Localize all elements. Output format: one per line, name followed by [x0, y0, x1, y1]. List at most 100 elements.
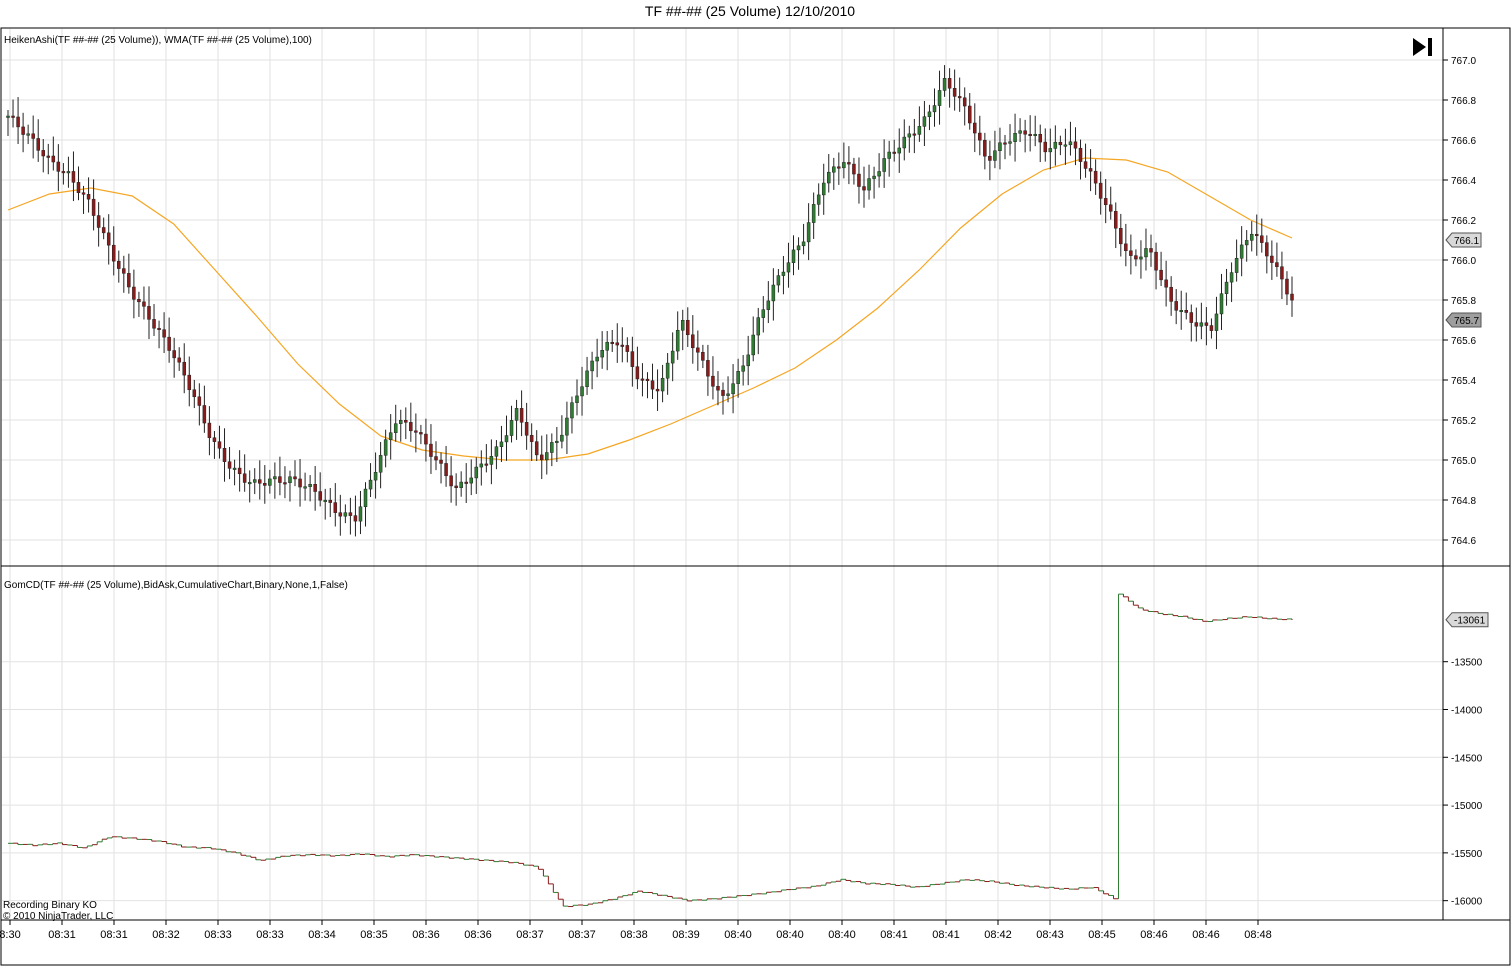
- candle-body: [16, 116, 20, 128]
- candle-body: [998, 142, 1002, 152]
- candle-body: [414, 430, 418, 433]
- candle-body: [766, 300, 771, 310]
- candle-body: [1239, 244, 1244, 259]
- time-tick-label: 08:31: [100, 929, 128, 941]
- cd-last-flag-shape: [1445, 612, 1489, 628]
- candle-body: [1154, 251, 1158, 271]
- candle-body: [580, 386, 584, 397]
- candle-body: [308, 484, 312, 487]
- candle-body: [353, 515, 358, 522]
- candles: [6, 65, 1294, 537]
- candle-body: [479, 463, 484, 468]
- candle-body: [298, 478, 302, 488]
- candle-body: [862, 186, 866, 191]
- price-tick-label: 765.4: [1451, 376, 1476, 387]
- candle-body: [680, 319, 685, 331]
- candle-body: [399, 420, 403, 424]
- candle-body: [162, 329, 166, 338]
- candle-body: [338, 512, 343, 517]
- candle-body: [640, 378, 645, 381]
- cd-indicator-label: GomCD(TF ##-## (25 Volume),BidAsk,Cumula…: [4, 580, 348, 591]
- candle-body: [565, 417, 569, 436]
- cd-tick-label: -16000: [1451, 897, 1483, 908]
- candle-body: [429, 443, 433, 457]
- candle-body: [756, 317, 761, 336]
- candle-body: [142, 301, 146, 307]
- price-tick-label: 766.6: [1451, 136, 1476, 147]
- candle-body: [1103, 198, 1108, 206]
- candle-body: [6, 115, 10, 118]
- time-tick-label: 08:37: [516, 929, 544, 941]
- price-tick-label: 764.6: [1451, 536, 1476, 547]
- candle-body: [1018, 130, 1022, 134]
- candle-body: [555, 440, 559, 443]
- price-tick-label: 766.2: [1451, 216, 1476, 227]
- candle-body: [731, 383, 735, 395]
- candle-body: [273, 476, 277, 480]
- candle-body: [519, 408, 524, 423]
- candle-body: [1124, 243, 1128, 252]
- window-title: TF ##-## (25 Volume) 12/10/2010: [644, 3, 856, 19]
- candle-body: [1144, 248, 1148, 258]
- candle-body: [947, 78, 952, 89]
- candle-body: [1244, 240, 1249, 246]
- candle-body: [152, 319, 156, 329]
- candle-body: [409, 422, 413, 432]
- candle-body: [922, 116, 927, 127]
- candle-body: [343, 512, 348, 517]
- candle-body: [66, 171, 71, 174]
- wma-last-value: 766.1: [1454, 236, 1479, 247]
- candle-body: [333, 502, 338, 513]
- time-tick-label: 08:41: [880, 929, 908, 941]
- time-tick-label: 08:31: [48, 929, 76, 941]
- candle-body: [46, 155, 51, 158]
- candle-body: [590, 360, 594, 372]
- candle-body: [1043, 141, 1048, 153]
- candle-body: [197, 396, 202, 406]
- candle-body: [514, 408, 519, 421]
- candle-body: [751, 334, 755, 356]
- candle-body: [736, 371, 740, 384]
- candle-body: [781, 271, 786, 276]
- skip-to-end-button[interactable]: [1409, 35, 1437, 59]
- candle-body: [1028, 133, 1032, 136]
- candle-body: [726, 393, 730, 396]
- candle-body: [877, 171, 881, 177]
- candle-body: [494, 446, 499, 457]
- candle-body: [1083, 161, 1088, 169]
- candle-body: [1098, 182, 1103, 199]
- time-tick-label: 08:36: [464, 929, 492, 941]
- candle-body: [1149, 248, 1153, 253]
- candle-body: [76, 182, 81, 193]
- candle-body: [1249, 233, 1254, 241]
- candle-body: [550, 442, 554, 453]
- cd-tick-label: -14000: [1451, 705, 1483, 716]
- time-tick-label: 08:36: [412, 929, 440, 941]
- candle-body: [26, 133, 30, 136]
- candle-body: [358, 506, 363, 522]
- candle-body: [1108, 204, 1113, 212]
- price-axis-ticks: 767.0 766.8 766.6 766.4 766.2 766.0 765.8 765.6…: [1443, 56, 1476, 547]
- candle-body: [952, 88, 957, 97]
- candle-body: [187, 374, 192, 391]
- candle-body: [1214, 313, 1219, 331]
- candle-body: [1275, 262, 1279, 267]
- candle-body: [821, 182, 826, 196]
- candle-body: [630, 351, 635, 367]
- time-tick-label: 08:41: [932, 929, 960, 941]
- candle-body: [1129, 250, 1133, 256]
- candle-body: [655, 388, 660, 392]
- time-grid: [9, 29, 1259, 919]
- time-tick-label: 08:46: [1192, 929, 1220, 941]
- candle-body: [393, 423, 398, 433]
- candle-body: [383, 439, 388, 456]
- candle-body: [1260, 235, 1264, 243]
- candle-body: [388, 432, 393, 440]
- candle-body: [1290, 293, 1294, 301]
- candle-body: [545, 452, 549, 461]
- candle-body: [252, 479, 257, 483]
- candle-body: [701, 351, 705, 361]
- cd-tick-label: -15000: [1451, 801, 1483, 812]
- candle-body: [721, 389, 725, 396]
